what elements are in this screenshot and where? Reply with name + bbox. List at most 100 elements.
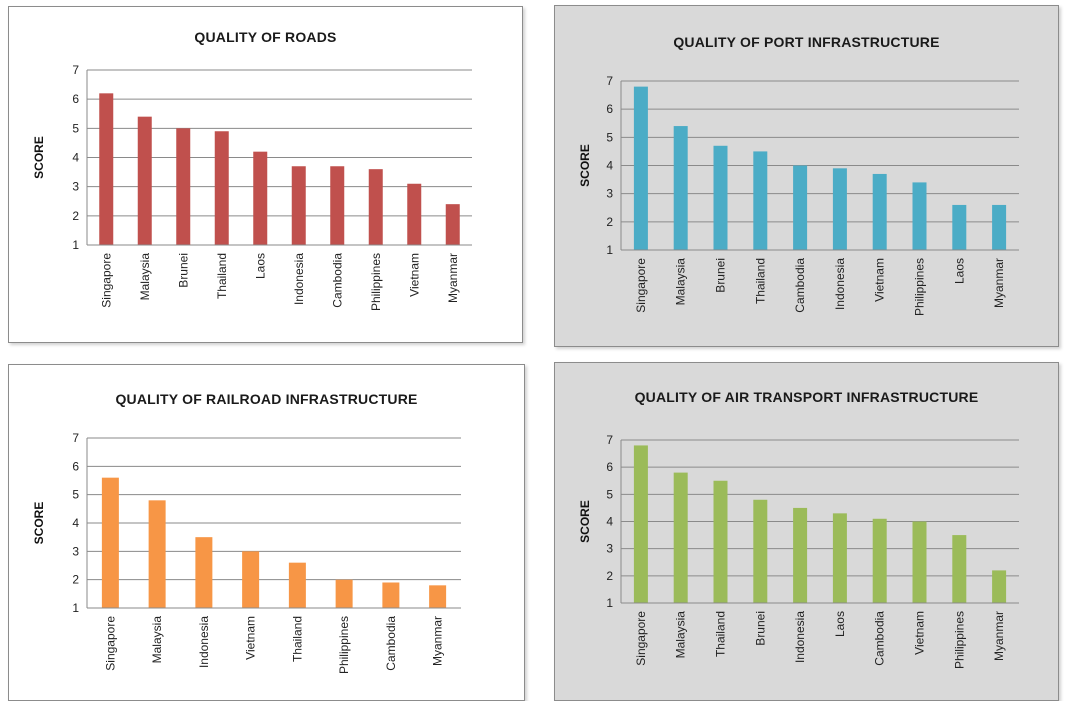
- y-tick-label: 6: [606, 460, 613, 474]
- bar-brunei: [713, 145, 728, 250]
- x-tick-label: Singapore: [634, 611, 648, 666]
- bar-singapore: [99, 93, 114, 245]
- bar-singapore: [101, 477, 119, 608]
- chart-svg: 1 2 3 4 5 6 7 SCORE Singapore Malaysia Brunei Thail…: [578, 74, 1019, 316]
- bar-indonesia: [832, 168, 847, 250]
- x-tick-label: Laos: [952, 258, 966, 284]
- x-tick-label: Singapore: [634, 258, 648, 313]
- x-tick-label: Brunei: [176, 253, 190, 288]
- y-tick-label: 5: [606, 487, 613, 501]
- y-tick-label: 2: [606, 569, 613, 583]
- y-tick-label: 4: [72, 516, 79, 530]
- bar-malaysia: [673, 472, 688, 603]
- x-tick-label: Vietnam: [244, 616, 258, 660]
- chart-title: QUALITY OF AIR TRANSPORT INFRASTRUCTURE: [634, 389, 979, 405]
- chart-panel-port: QUALITY OF PORT INFRASTRUCTURE 1 2 3 4 5 6 7 SC…: [554, 5, 1059, 347]
- x-tick-label: Myanmar: [431, 616, 445, 666]
- x-tick-label: Philippines: [952, 611, 966, 669]
- bar-cambodia: [382, 582, 400, 608]
- bar-vietnam: [912, 521, 927, 603]
- x-tick-label: Laos: [253, 253, 267, 279]
- chart-panel-air: QUALITY OF AIR TRANSPORT INFRASTRUCTURE …: [554, 362, 1059, 701]
- chart-svg: 1 2 3 4 5 6 7 SCORE Singapore Malaysia Indonesia Vi…: [32, 431, 461, 674]
- y-tick-label: 6: [606, 102, 613, 116]
- bar-myanmar: [992, 570, 1007, 603]
- x-tick-label: Cambodia: [793, 258, 807, 313]
- x-tick-label: Vietnam: [873, 258, 887, 302]
- y-tick-label: 7: [606, 74, 613, 88]
- y-tick-label: 7: [72, 431, 79, 445]
- y-tick-label: 2: [606, 215, 613, 229]
- y-tick-label: 7: [72, 63, 79, 77]
- x-tick-label: Indonesia: [793, 611, 807, 663]
- bar-malaysia: [673, 126, 688, 250]
- bar-vietnam: [872, 173, 887, 250]
- y-tick-label: 3: [606, 187, 613, 201]
- bar-myanmar: [445, 204, 460, 245]
- x-tick-label: Malaysia: [138, 253, 152, 301]
- y-tick-label: 3: [72, 180, 79, 194]
- bar-thailand: [214, 131, 229, 245]
- bar-thailand: [753, 151, 768, 250]
- x-tick-label: Vietnam: [913, 611, 927, 655]
- bar-cambodia: [330, 166, 345, 245]
- y-tick-label: 3: [72, 544, 79, 558]
- chart-svg: 1 2 3 4 5 6 7 SCORE Singapore Malaysia Brunei Thail…: [32, 63, 472, 311]
- bar-malaysia: [137, 116, 152, 246]
- bar-brunei: [176, 128, 191, 245]
- bar-vietnam: [242, 551, 260, 608]
- chart-panel-railroad: QUALITY OF RAILROAD INFRASTRUCTURE 1 2 3 4 5…: [8, 364, 525, 701]
- bar-myanmar: [429, 585, 447, 608]
- y-axis-title: SCORE: [578, 144, 592, 187]
- y-axis-title: SCORE: [32, 502, 46, 545]
- x-tick-label: Indonesia: [197, 616, 211, 668]
- y-axis-title: SCORE: [32, 136, 46, 179]
- x-tick-label: Myanmar: [992, 611, 1006, 661]
- bar-thailand: [713, 480, 728, 603]
- x-tick-label: Philippines: [369, 253, 383, 311]
- bar-indonesia: [195, 537, 213, 608]
- y-tick-label: 1: [606, 243, 613, 257]
- bar-philippines: [912, 182, 927, 250]
- x-tick-label: Thailand: [753, 258, 767, 304]
- y-tick-label: 1: [72, 238, 79, 252]
- x-tick-label: Brunei: [714, 258, 728, 293]
- bar-cambodia: [793, 165, 808, 250]
- x-tick-label: Brunei: [753, 611, 767, 646]
- y-tick-label: 3: [606, 542, 613, 556]
- y-tick-label: 1: [606, 596, 613, 610]
- bar-indonesia: [291, 166, 306, 245]
- x-tick-label: Myanmar: [446, 253, 460, 303]
- x-tick-label: Philippines: [337, 616, 351, 674]
- bar-singapore: [633, 86, 648, 250]
- bar-brunei: [753, 499, 768, 603]
- y-tick-label: 5: [606, 130, 613, 144]
- x-tick-label: Malaysia: [674, 258, 688, 306]
- bar-cambodia: [872, 518, 887, 603]
- x-tick-label: Philippines: [913, 258, 927, 316]
- y-tick-label: 4: [606, 159, 613, 173]
- bar-philippines: [335, 579, 353, 608]
- bar-philippines: [368, 169, 383, 245]
- y-tick-label: 5: [72, 121, 79, 135]
- x-tick-label: Thailand: [290, 616, 304, 662]
- y-tick-label: 2: [72, 573, 79, 587]
- bar-singapore: [633, 445, 648, 603]
- y-tick-label: 2: [72, 209, 79, 223]
- x-tick-label: Indonesia: [292, 253, 306, 305]
- y-tick-label: 1: [72, 601, 79, 615]
- y-tick-label: 6: [72, 92, 79, 106]
- x-tick-label: Singapore: [99, 253, 113, 308]
- x-tick-label: Malaysia: [150, 616, 164, 664]
- x-tick-label: Indonesia: [833, 258, 847, 310]
- x-tick-label: Cambodia: [330, 253, 344, 308]
- x-tick-label: Laos: [833, 611, 847, 637]
- x-tick-label: Myanmar: [992, 258, 1006, 308]
- x-tick-label: Cambodia: [384, 616, 398, 671]
- y-tick-label: 4: [72, 151, 79, 165]
- bar-myanmar: [992, 204, 1007, 250]
- x-tick-label: Vietnam: [407, 253, 421, 297]
- chart-title: QUALITY OF ROADS: [194, 29, 337, 45]
- chart-svg: 1 2 3 4 5 6 7 SCORE Singapore Malaysia Thailand Bru…: [578, 433, 1019, 669]
- chart-title: QUALITY OF RAILROAD INFRASTRUCTURE: [115, 391, 418, 407]
